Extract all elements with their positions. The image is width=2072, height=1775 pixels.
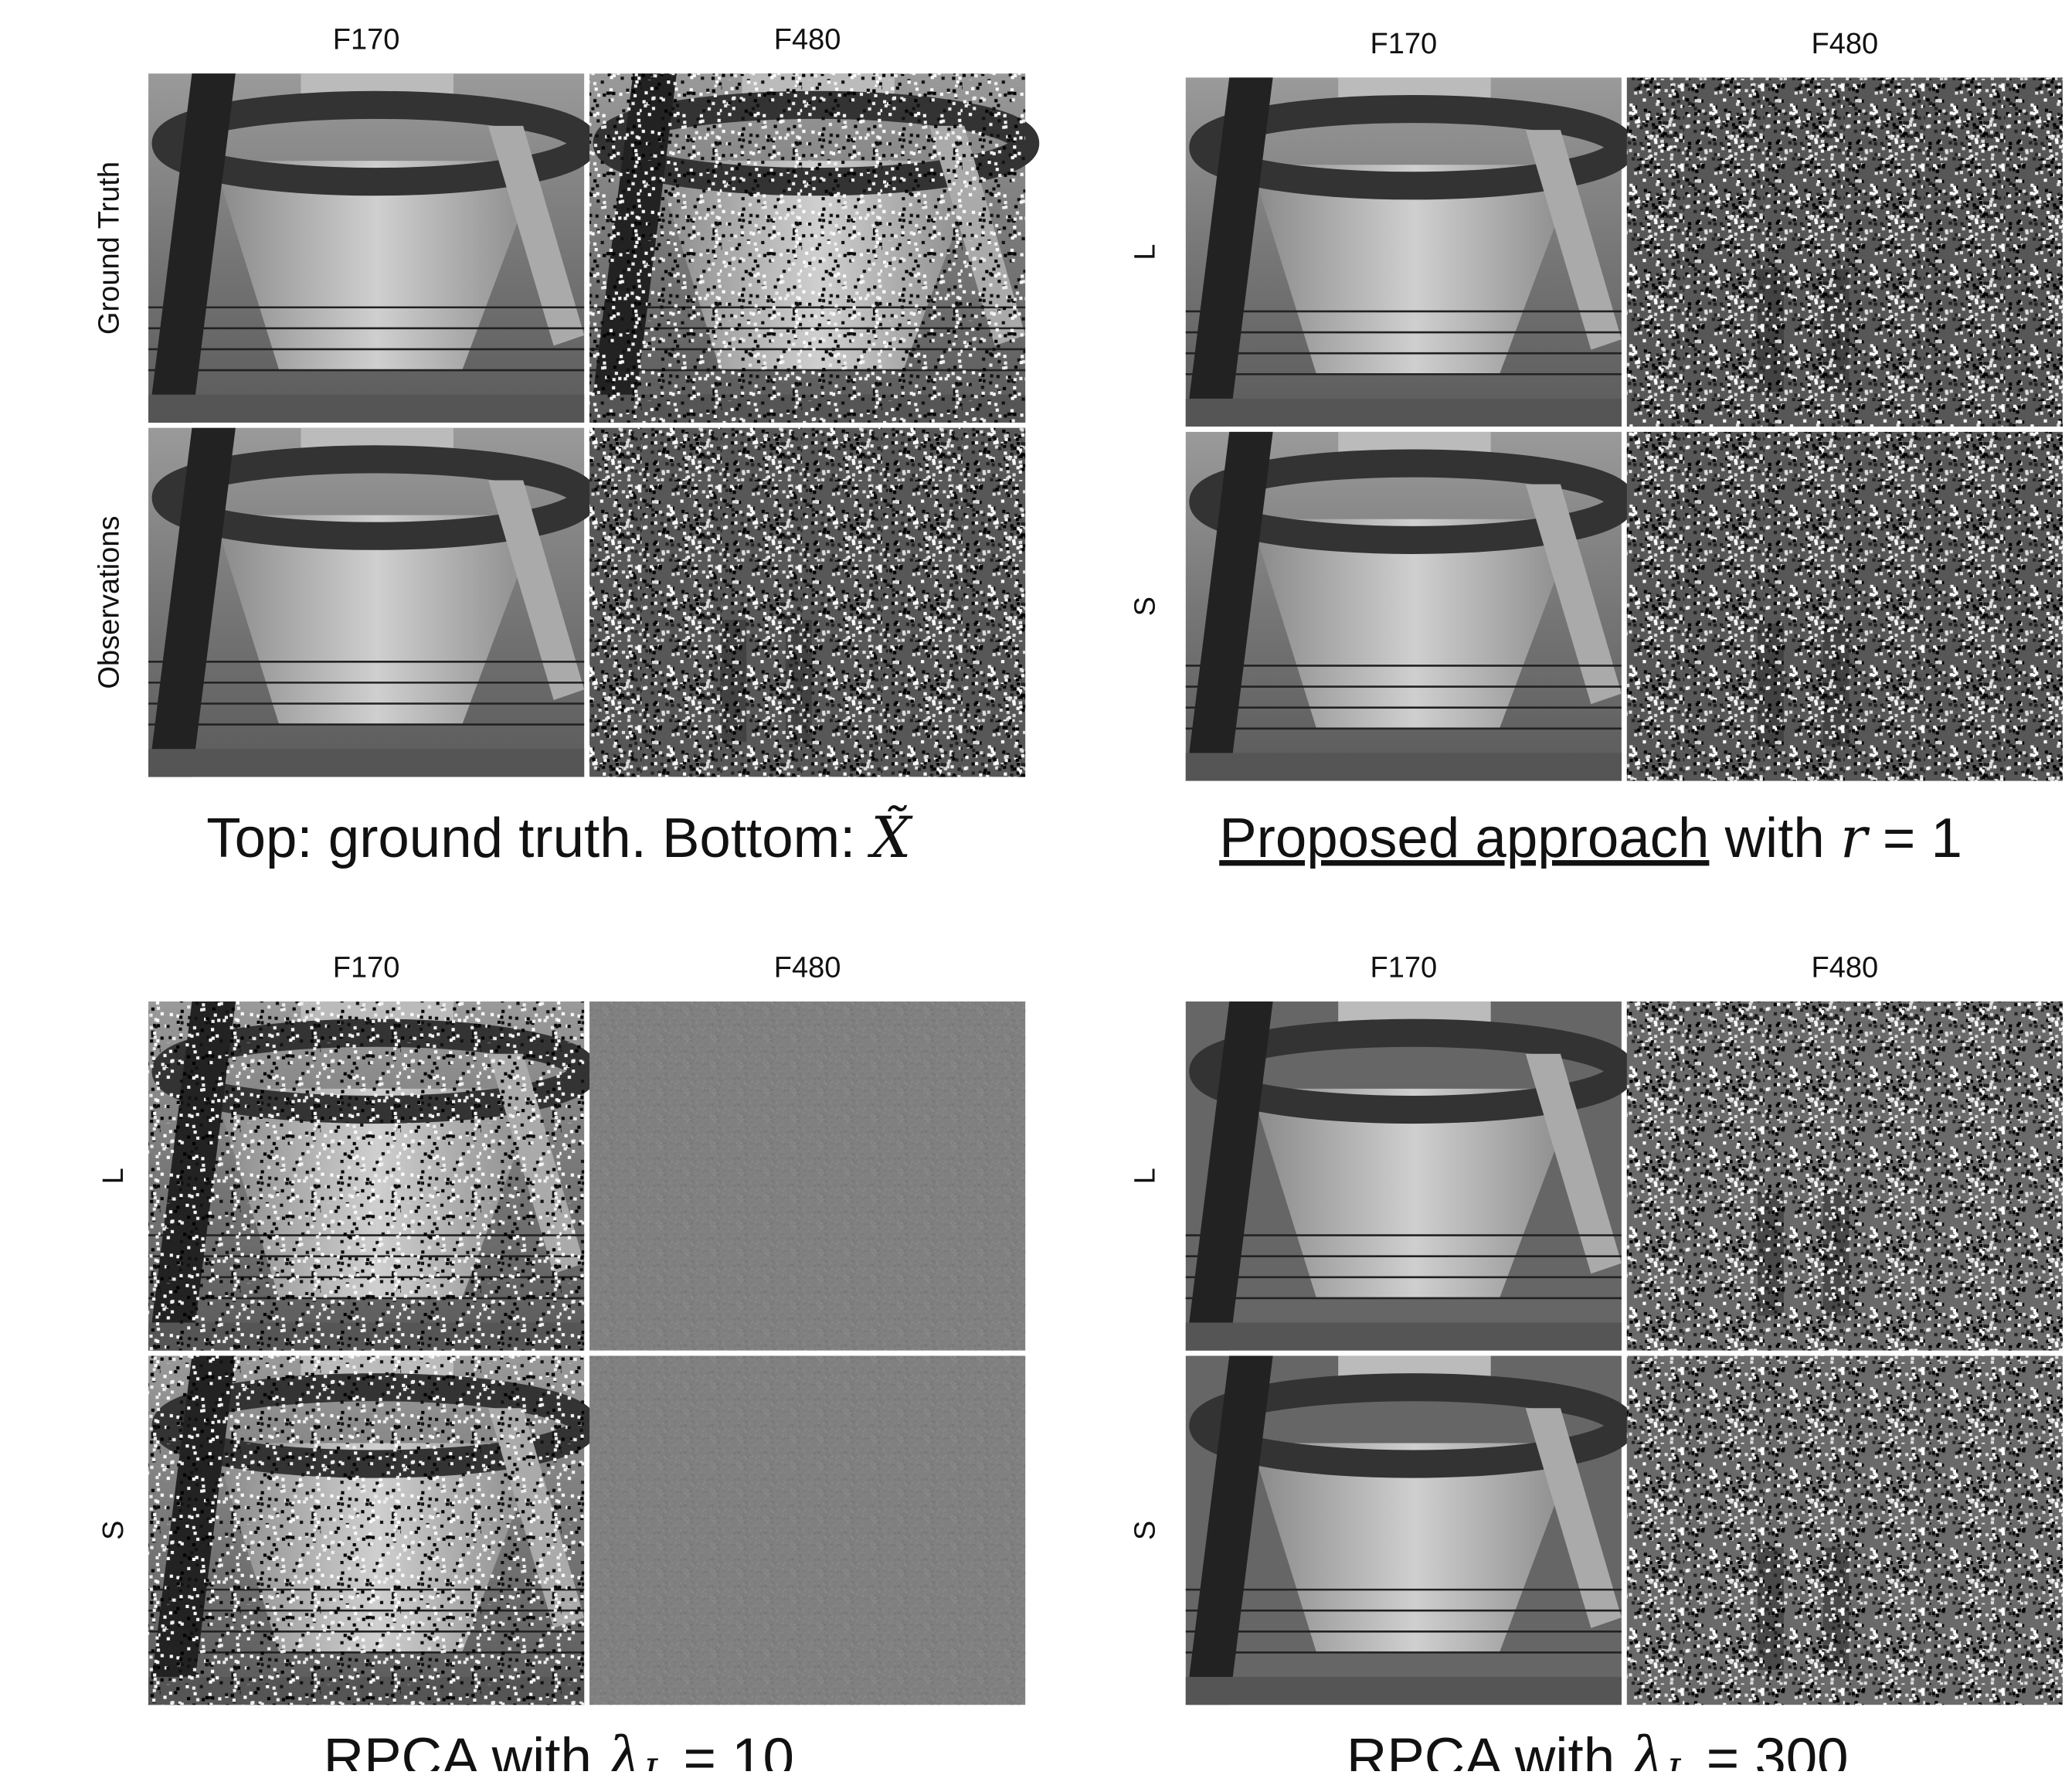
- caption-part: X̃: [868, 805, 914, 871]
- image-tile: [1186, 1356, 1622, 1705]
- row-label: Ground Truth: [93, 162, 126, 335]
- row-label: L: [1129, 1168, 1162, 1184]
- caption: Top: ground truth. Bottom: X̃: [206, 805, 913, 871]
- caption-part: r: [1840, 806, 1870, 871]
- row-label: S: [1129, 597, 1162, 616]
- column-header: F480: [774, 24, 841, 56]
- image-tile: [589, 1001, 1025, 1351]
- image-tile: [589, 428, 1025, 777]
- column-header: F170: [333, 952, 400, 984]
- image-tile: [148, 1356, 584, 1705]
- page: {"panels": [ {"columns": ["F170", "F480"…: [0, 0, 2072, 1771]
- caption: Proposed approach with r = 1: [1219, 806, 1962, 871]
- caption-part: Proposed approach: [1219, 807, 1709, 869]
- image-tile: [1627, 1001, 2063, 1351]
- image-tile: [1186, 77, 1622, 427]
- column-header: F170: [1370, 952, 1437, 984]
- image-tile: [589, 73, 1025, 423]
- image-tile: [1186, 1001, 1622, 1351]
- caption-part: RPCA with: [1347, 1727, 1630, 1771]
- row-label: S: [1129, 1521, 1162, 1540]
- row-label: L: [97, 1168, 130, 1184]
- image-tile: [148, 73, 584, 423]
- image-tile: [1627, 77, 2063, 427]
- column-header: F170: [1370, 28, 1437, 60]
- caption-part: = 10: [667, 1727, 794, 1771]
- column-header: F480: [1811, 28, 1878, 60]
- image-tile: [1627, 432, 2063, 781]
- row-label: L: [1129, 244, 1162, 260]
- image-tile: [589, 1356, 1025, 1705]
- image-tile: [1627, 1356, 2063, 1705]
- row-label: Observations: [93, 515, 126, 689]
- column-header: F480: [774, 952, 841, 984]
- caption-part: λ: [1628, 1726, 1666, 1771]
- caption: RPCA with λL = 10: [324, 1726, 794, 1771]
- figure: F170 F480 Ground Truth Observations Top: gro…: [0, 0, 2072, 1771]
- caption-part: L: [1665, 1751, 1690, 1771]
- column-header: F170: [333, 24, 400, 56]
- caption-part: with: [1709, 807, 1840, 869]
- image-tile: [148, 428, 584, 777]
- caption-part: = 300: [1691, 1727, 1849, 1771]
- caption-part: L: [642, 1751, 667, 1771]
- caption: RPCA with λL = 300: [1347, 1726, 1849, 1771]
- column-header: F480: [1811, 952, 1878, 984]
- caption-part: = 1: [1867, 807, 1962, 869]
- caption-part: Top: ground truth. Bottom:: [206, 807, 871, 869]
- image-tile: [1186, 432, 1622, 781]
- row-label: S: [97, 1521, 130, 1540]
- caption-part: RPCA with: [324, 1727, 607, 1771]
- caption-part: λ: [605, 1726, 643, 1771]
- image-tile: [148, 1001, 584, 1351]
